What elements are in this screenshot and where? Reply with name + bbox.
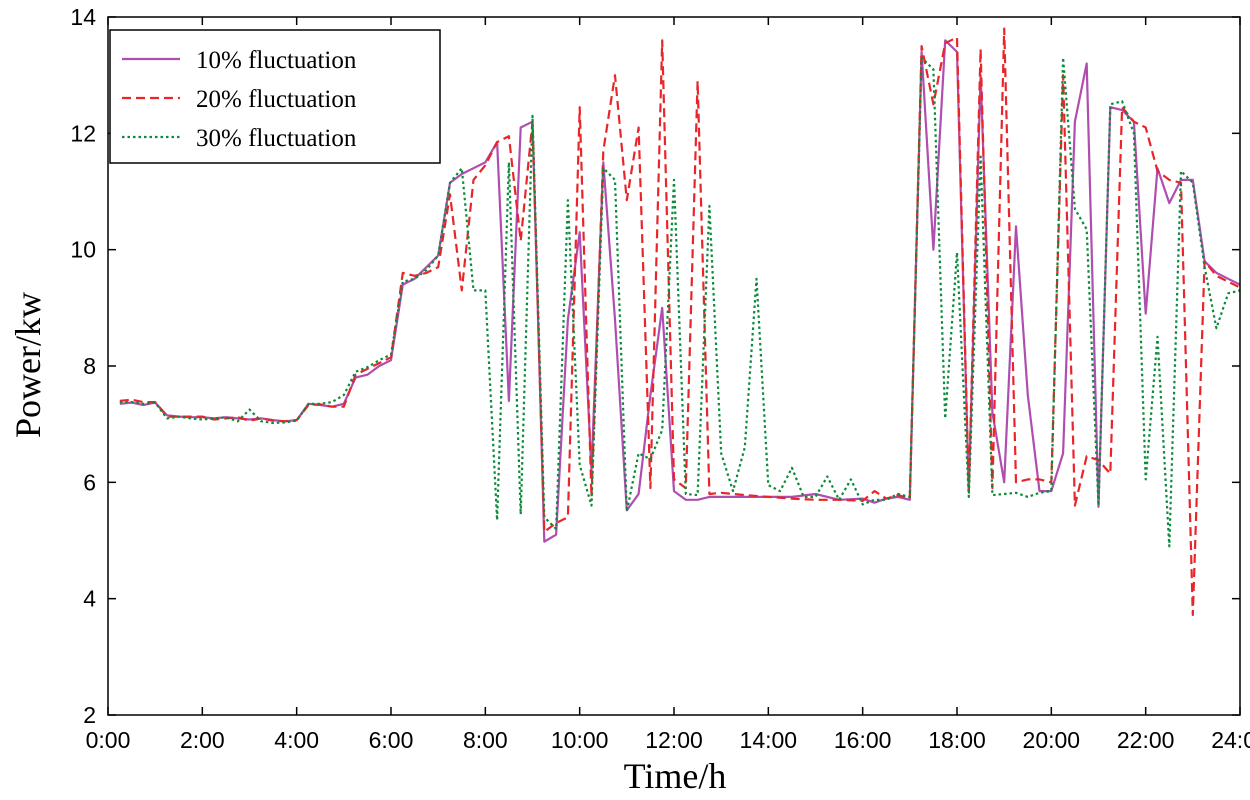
x-tick-label: 16:00 bbox=[834, 727, 892, 753]
legend-label-2: 20% fluctuation bbox=[196, 86, 357, 113]
x-tick-label: 6:00 bbox=[369, 727, 414, 753]
y-axis-title: Power/kw bbox=[8, 292, 48, 438]
y-tick-label: 12 bbox=[70, 120, 96, 146]
x-tick-label: 12:00 bbox=[645, 727, 703, 753]
plot-area bbox=[119, 27, 1241, 617]
x-axis-title: Time/h bbox=[624, 756, 727, 796]
legend-label-3: 30% fluctuation bbox=[196, 125, 357, 152]
y-tick-label: 8 bbox=[83, 353, 96, 379]
x-tick-label: 14:00 bbox=[740, 727, 798, 753]
y-tick-label: 10 bbox=[70, 237, 96, 263]
axes: 0:00 2:00 4:00 6:00 8:00 10:00 12:00 14:00 16:00… bbox=[70, 4, 1250, 753]
x-tick-label: 20:00 bbox=[1023, 727, 1081, 753]
y-tick-label: 2 bbox=[83, 702, 96, 728]
series-line-3 bbox=[119, 56, 1241, 548]
legend: 10% fluctuation 20% fluctuation 30% fluctu… bbox=[109, 29, 441, 164]
x-tick-label: 24:00 bbox=[1211, 727, 1250, 753]
legend-label-1: 10% fluctuation bbox=[196, 47, 357, 74]
x-tick-label: 18:00 bbox=[928, 727, 986, 753]
x-tick-label: 4:00 bbox=[274, 727, 319, 753]
x-tick-label: 10:00 bbox=[551, 727, 609, 753]
y-tick-label: 4 bbox=[83, 586, 96, 612]
x-tick-label: 22:00 bbox=[1117, 727, 1175, 753]
x-tick-label: 8:00 bbox=[463, 727, 508, 753]
x-tick-label: 0:00 bbox=[86, 727, 131, 753]
legend-box bbox=[109, 29, 441, 164]
x-tick-label: 2:00 bbox=[180, 727, 225, 753]
y-tick-label: 6 bbox=[83, 469, 96, 495]
y-tick-label: 14 bbox=[70, 4, 96, 30]
